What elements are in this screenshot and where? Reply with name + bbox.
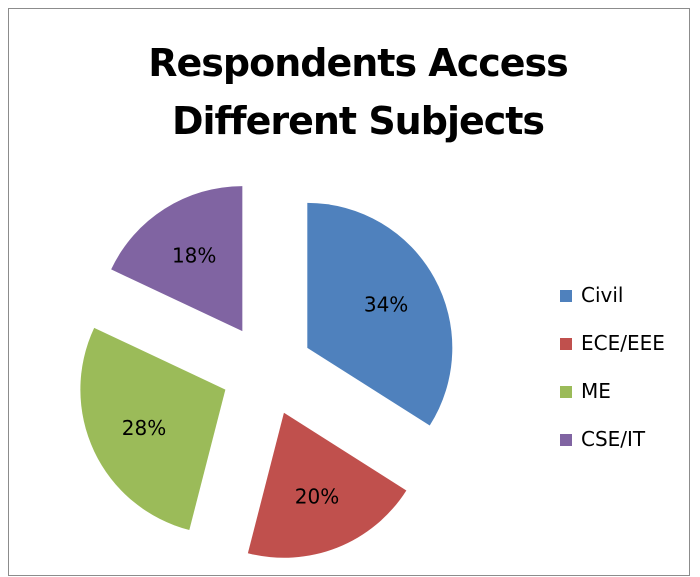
pie-slice-cse-it — [111, 186, 243, 332]
legend-swatch-ece-eee — [560, 338, 572, 350]
legend-label-me: ME — [581, 379, 611, 403]
data-label-cse-it: 18% — [172, 243, 216, 267]
chart-title-line-2: Different Subjects — [171, 99, 545, 143]
data-label-ece-eee: 20% — [295, 484, 339, 508]
chart-title-line-1: Respondents Access — [148, 41, 569, 85]
pie-slice-civil — [307, 202, 453, 426]
chart-title: Respondents Access Different Subjects — [0, 34, 700, 150]
legend-label-civil: Civil — [581, 283, 624, 307]
data-label-me: 28% — [122, 416, 166, 440]
legend-swatch-civil — [560, 290, 572, 302]
pie-slices — [80, 186, 453, 558]
data-label-civil: 34% — [364, 293, 408, 317]
legend-label-ece-eee: ECE/EEE — [581, 331, 665, 355]
legend-swatch-cse-it — [560, 434, 572, 446]
legend-swatch-me — [560, 386, 572, 398]
pie-slice-me — [80, 327, 226, 531]
legend-label-cse-it: CSE/IT — [581, 427, 646, 451]
pie-slice-ece-eee — [247, 412, 407, 558]
pie-data-labels: 34% 20% 28% 18% — [122, 243, 409, 508]
